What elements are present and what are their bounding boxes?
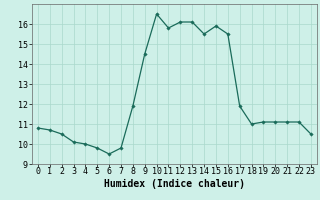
X-axis label: Humidex (Indice chaleur): Humidex (Indice chaleur) [104,179,245,189]
